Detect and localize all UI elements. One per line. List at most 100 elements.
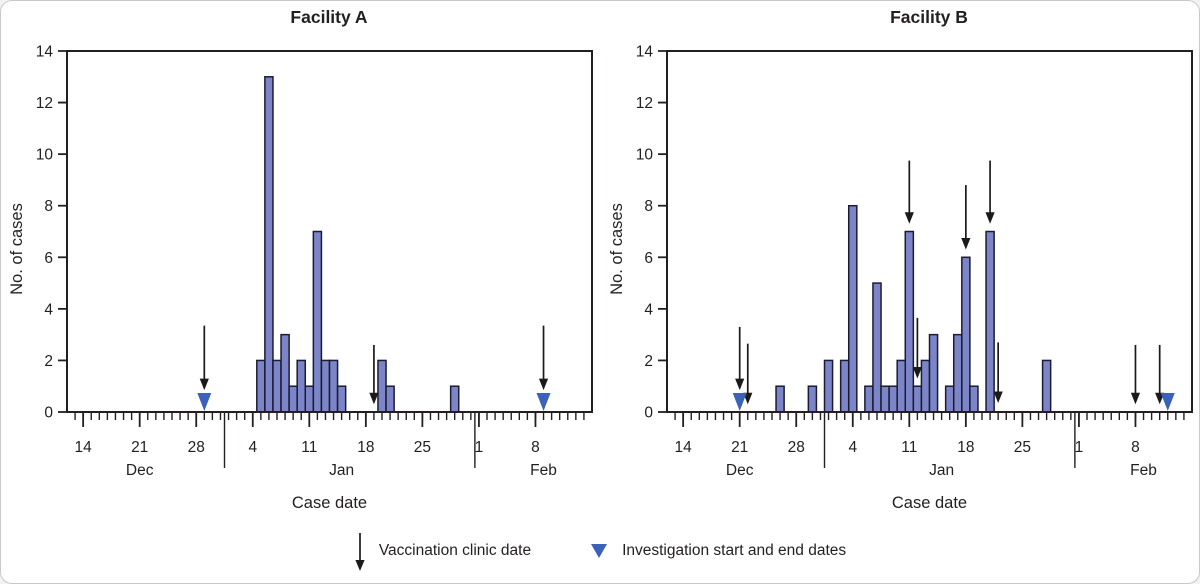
week-tick-label: 25 [414, 439, 431, 456]
investigation-marker-icon [197, 393, 212, 411]
y-axis-tick-label: 10 [36, 147, 54, 164]
y-axis-tick-label: 14 [636, 44, 654, 61]
y-axis-tick-label: 6 [644, 250, 653, 267]
case-bar [385, 385, 395, 413]
month-label: Feb [1130, 462, 1157, 479]
week-tick-label: 28 [788, 439, 805, 456]
y-axis-tick-label: 12 [636, 95, 653, 112]
case-bar [961, 256, 971, 413]
investigation-triangle-icon [591, 544, 608, 558]
case-bar [449, 385, 460, 413]
week-tick-label: 1 [1075, 439, 1084, 456]
case-bar [952, 333, 963, 413]
month-label: Feb [530, 462, 557, 479]
legend-vaccination-label: Vaccination clinic date [378, 542, 532, 559]
investigation-marker-icon [536, 393, 551, 411]
case-bar [969, 385, 979, 413]
legend-investigation-label: Investigation start and end dates [622, 542, 847, 559]
y-axis-tick-label: 0 [44, 405, 53, 422]
vaccination-arrowhead-icon [1130, 392, 1141, 405]
case-bar [336, 385, 347, 413]
y-axis-title: No. of cases [608, 203, 626, 295]
month-label: Jan [929, 462, 954, 479]
case-bar [888, 385, 898, 413]
y-axis-tick-label: 8 [44, 198, 53, 215]
case-bar [904, 230, 915, 413]
case-bar [304, 385, 315, 413]
week-tick-label: 14 [675, 439, 693, 456]
week-tick-label: 4 [248, 439, 257, 456]
case-bar [864, 385, 874, 413]
week-tick-label: 18 [357, 439, 374, 456]
case-bar [264, 76, 274, 413]
month-label: Jan [329, 462, 354, 479]
facility-b-panel: Facility B 0 2 4 6 8 10 12 14 14 21 28 4 11 18 25 1 8 Dec… [601, 1, 1199, 521]
y-axis-tick-label: 4 [44, 301, 53, 318]
case-bar [312, 230, 323, 413]
case-bar [807, 385, 818, 413]
week-tick-label: 28 [188, 439, 205, 456]
legend: Vaccination clinic date Investigation st… [1, 523, 1199, 579]
y-axis-title: No. of cases [8, 203, 26, 295]
vaccination-arrowhead-icon [912, 366, 922, 379]
y-axis-tick-label: 4 [644, 301, 653, 318]
case-bar [320, 359, 331, 413]
case-bar [896, 359, 907, 413]
week-tick-label: 11 [301, 439, 317, 456]
case-bar [847, 204, 858, 413]
down-arrow-icon [355, 533, 365, 571]
facility-b-title: Facility B [890, 7, 968, 27]
case-bar [328, 359, 339, 413]
week-tick-label: 14 [75, 439, 93, 456]
case-bar [296, 359, 307, 413]
week-tick-label: 18 [957, 439, 974, 456]
vaccination-arrowhead-icon [961, 238, 971, 250]
case-bar [272, 359, 282, 413]
vaccination-arrowhead-icon [538, 378, 549, 391]
week-tick-label: 1 [475, 439, 484, 456]
vaccination-arrowhead-icon [904, 212, 914, 224]
case-bar [912, 385, 923, 413]
month-label: Dec [126, 462, 154, 479]
week-tick-label: 11 [901, 439, 917, 456]
case-bar [1041, 359, 1052, 413]
vaccination-arrowhead-icon [993, 391, 1003, 403]
plot-area [66, 50, 593, 413]
case-bar [280, 333, 290, 413]
plot-area [666, 50, 1193, 413]
case-bar [256, 359, 266, 413]
case-bar [985, 230, 995, 413]
facility-a-title: Facility A [290, 7, 368, 27]
week-tick-label: 25 [1014, 439, 1031, 456]
investigation-marker-icon [732, 393, 747, 411]
case-bar [377, 359, 387, 413]
y-axis-tick-label: 12 [36, 95, 53, 112]
y-axis-tick-label: 10 [636, 147, 654, 164]
case-bar [920, 359, 931, 413]
y-axis-tick-label: 2 [644, 353, 653, 370]
facility-a-panel: Facility A 0 2 4 6 8 10 12 14 14 21 28 4 11 18 25 1 8 Dec… [1, 1, 601, 521]
week-tick-label: 4 [848, 439, 857, 456]
week-tick-label: 8 [1131, 439, 1140, 456]
legend-item-vaccination: Vaccination clinic date [354, 530, 531, 572]
y-axis-tick-label: 0 [644, 405, 653, 422]
week-tick-label: 8 [531, 439, 540, 456]
case-bar [823, 359, 834, 413]
vaccination-arrowhead-icon [369, 392, 379, 405]
case-bar [872, 282, 882, 413]
case-bar [775, 385, 785, 413]
week-tick-label: 21 [131, 439, 148, 456]
charts-row: Facility A 0 2 4 6 8 10 12 14 14 21 28 4 11 18 25 1 8 Dec… [1, 1, 1199, 521]
case-bar [839, 359, 850, 413]
month-label: Dec [726, 462, 754, 479]
y-axis-tick-label: 6 [44, 250, 53, 267]
vaccination-arrowhead-icon [735, 378, 745, 391]
vaccination-arrowhead-icon [199, 378, 209, 391]
week-tick-label: 21 [731, 439, 748, 456]
x-axis-title: Case date [292, 494, 367, 512]
vaccination-arrowhead-icon [985, 212, 995, 224]
y-axis-tick-label: 8 [644, 198, 653, 215]
